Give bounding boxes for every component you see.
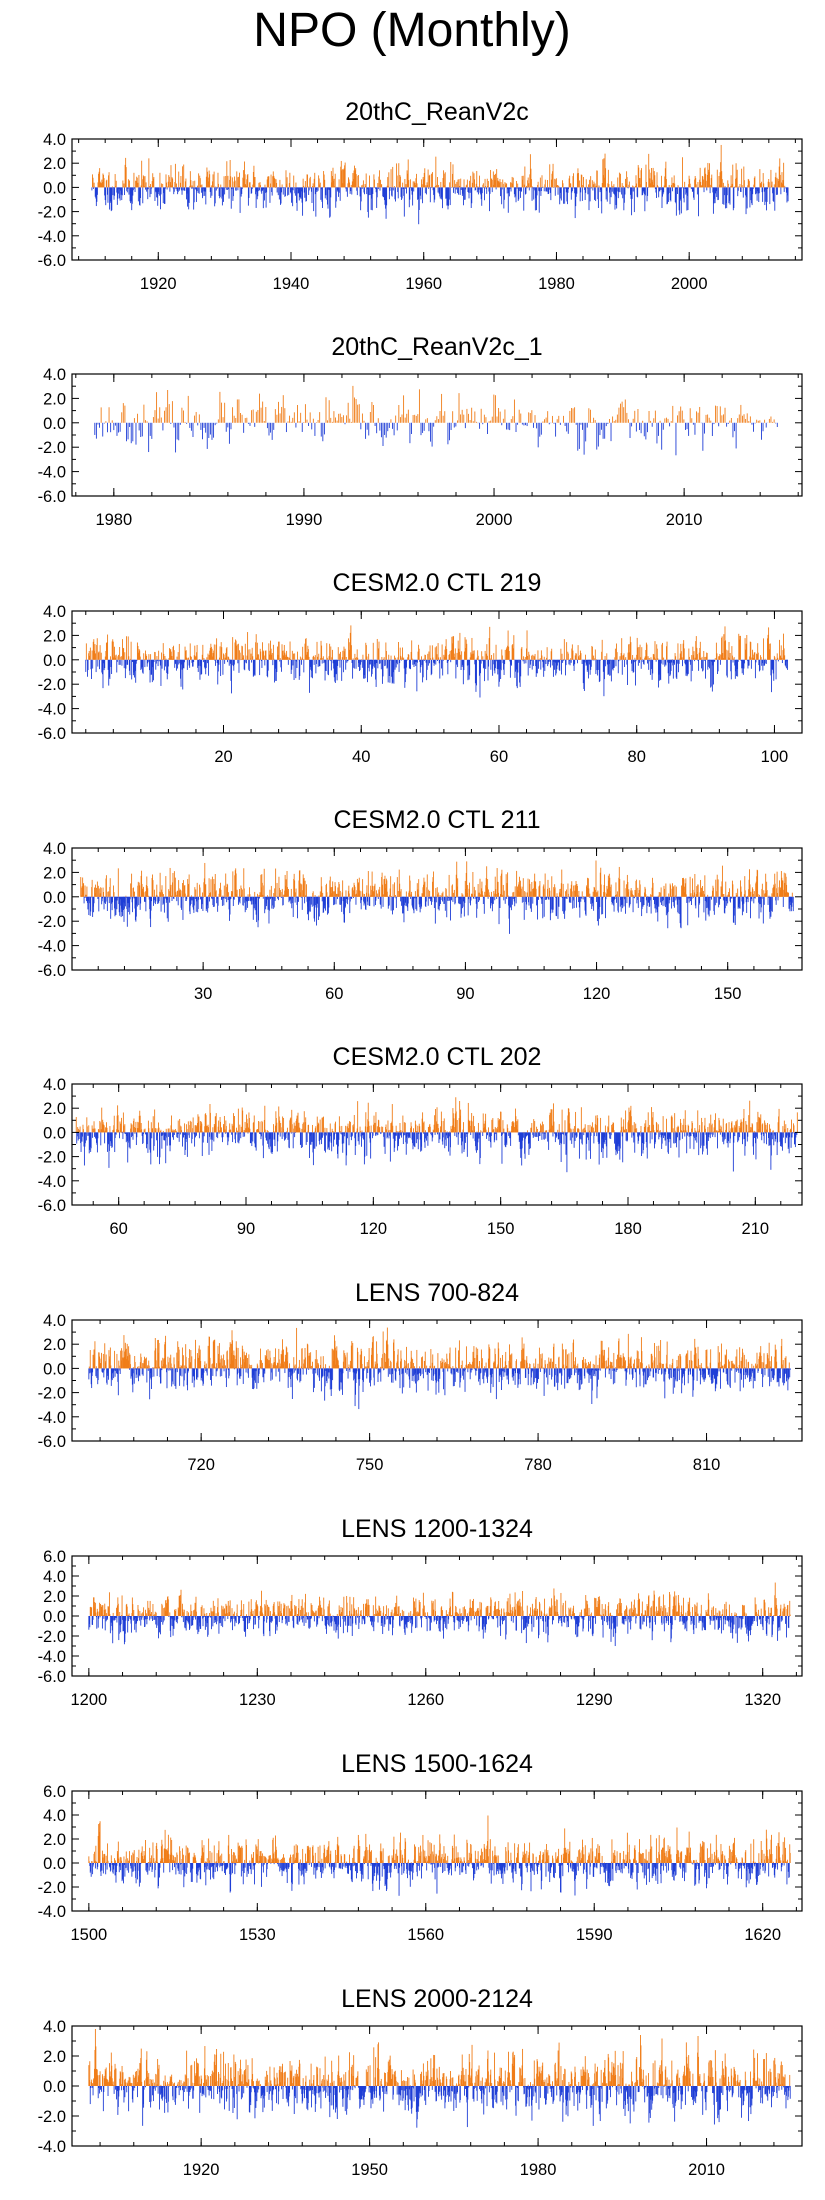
x-tick-label: 120 (583, 985, 611, 1003)
x-tick-label: 1980 (95, 511, 132, 529)
x-tick-label: 1920 (140, 275, 177, 293)
plot-frame (71, 610, 803, 734)
bar-series (80, 860, 794, 934)
plot-frame (71, 373, 803, 497)
x-tick-label: 60 (325, 985, 343, 1003)
y-tick-label: 4.0 (43, 366, 66, 384)
panel-title: CESM2.0 CTL 219 (333, 569, 542, 597)
y-tick-label: 0.0 (43, 415, 66, 433)
y-tick-label: 2.0 (43, 390, 66, 408)
x-tick-label: 2000 (476, 511, 513, 529)
chart-panel: CESM2.0 CTL 219 4.0 2.0 0.0 -2.0 -4.0 -6.0 20 40… (38, 569, 803, 766)
y-tick-label: -6.0 (38, 488, 66, 506)
y-tick-label: 4.0 (43, 131, 66, 149)
bar-series (91, 144, 789, 225)
y-tick-label: 0.0 (43, 179, 66, 197)
panel-title: 20thC_ReanV2c_1 (331, 333, 542, 361)
y-tick-label: -2.0 (38, 204, 66, 222)
x-tick-label: 90 (456, 985, 474, 1003)
x-tick-label: 100 (761, 748, 789, 766)
y-tick-label: 4.0 (43, 603, 66, 621)
x-tick-label: 30 (194, 985, 212, 1003)
y-tick-label: -4.0 (38, 464, 66, 482)
x-tick-label: 2000 (671, 275, 708, 293)
y-tick-label: 0.0 (43, 652, 66, 670)
x-tick-label: 1980 (538, 275, 575, 293)
chart-panel: CESM2.0 CTL 211 4.0 2.0 0.0 -2.0 -4.0 -6.0 30 60… (38, 806, 803, 1003)
x-tick-label: 20 (214, 748, 232, 766)
panel-title: 20thC_ReanV2c (345, 98, 528, 126)
chart-panels: 20thC_ReanV2c 4.0 2.0 0.0 -2.0 -4.0 -6.0 1920 19… (38, 98, 803, 2179)
chart-panel: 20thC_ReanV2c 4.0 2.0 0.0 -2.0 -4.0 -6.0 1920 19… (38, 98, 803, 293)
y-tick-label: -4.0 (38, 228, 66, 246)
y-tick-label: 2.0 (43, 864, 66, 882)
y-tick-label: 0.0 (43, 889, 66, 907)
y-tick-label: 2.0 (43, 155, 66, 173)
x-tick-label: 1960 (405, 275, 442, 293)
chart-panel: 20thC_ReanV2c_1 4.0 2.0 0.0 -2.0 -4.0 -6.0 1980… (38, 333, 803, 529)
x-tick-label: 1940 (273, 275, 310, 293)
figure-title: NPO (Monthly) (253, 4, 570, 57)
x-tick-label: 40 (352, 748, 370, 766)
bar-series (75, 1097, 798, 1173)
y-tick-label: -6.0 (38, 962, 66, 980)
x-tick-label: 1990 (286, 511, 323, 529)
y-tick-label: 2.0 (43, 627, 66, 645)
x-tick-label: 80 (628, 748, 646, 766)
y-tick-label: -6.0 (38, 252, 66, 270)
x-tick-label: 2010 (666, 511, 703, 529)
y-tick-label: -2.0 (38, 913, 66, 931)
plot-frame (71, 138, 803, 261)
x-tick-label: 60 (490, 748, 508, 766)
y-tick-label: -2.0 (38, 439, 66, 457)
y-tick-label: -4.0 (38, 701, 66, 719)
y-tick-label: -2.0 (38, 676, 66, 694)
y-tick-label: -4.0 (38, 938, 66, 956)
y-tick-label: -6.0 (38, 725, 66, 743)
bar-series (85, 625, 788, 698)
bar-series (94, 385, 778, 456)
panel-title: CESM2.0 CTL 211 (333, 806, 540, 834)
y-tick-label: 4.0 (43, 840, 66, 858)
x-tick-label: 150 (714, 985, 742, 1003)
panel-title: CESM2.0 CTL 202 (333, 1043, 542, 1071)
